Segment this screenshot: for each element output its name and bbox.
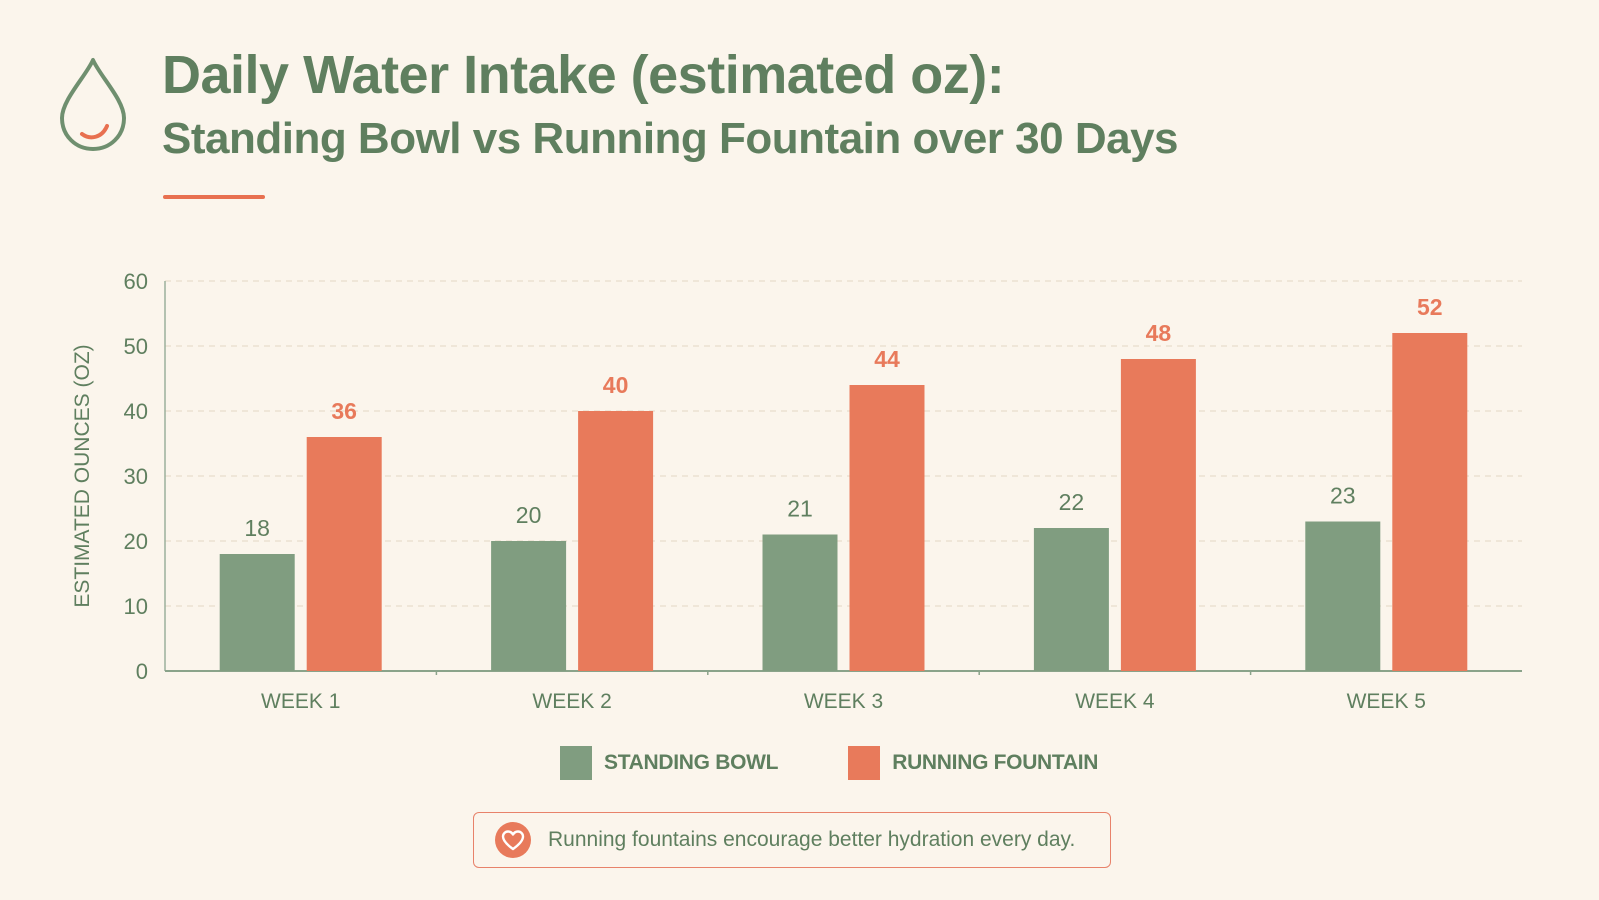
y-tick-label: 20 xyxy=(124,529,148,554)
y-tick-label: 0 xyxy=(136,659,148,684)
bar-standing-bowl xyxy=(1305,521,1381,671)
bar-running-fountain xyxy=(578,411,654,671)
bar-standing-bowl xyxy=(219,554,295,671)
y-tick-label: 10 xyxy=(124,594,148,619)
x-tick-label: WEEK 4 xyxy=(1075,690,1155,713)
legend-item-standing-bowl: STANDING BOWL xyxy=(560,746,779,780)
page-subtitle: Standing Bowl vs Running Fountain over 3… xyxy=(162,114,1179,163)
y-tick-label: 60 xyxy=(124,269,148,294)
bar-running-fountain xyxy=(1120,359,1196,671)
y-tick-label: 50 xyxy=(124,334,148,359)
y-tick-label: 40 xyxy=(124,399,148,424)
data-label: 23 xyxy=(1330,483,1356,509)
x-tick-label: WEEK 3 xyxy=(804,690,883,713)
bar-standing-bowl xyxy=(762,534,838,671)
bar-chart: 0 10 20 30 40 50 60 ESTIMATED OUNCES (OZ) 18 36 WE… xyxy=(71,269,1522,713)
legend-item-running-fountain: RUNNING FOUNTAIN xyxy=(848,746,1098,780)
bar-running-fountain xyxy=(849,385,925,671)
title-underline xyxy=(163,195,265,199)
bar-running-fountain xyxy=(1392,333,1468,671)
bar-standing-bowl xyxy=(491,541,567,671)
data-label: 36 xyxy=(331,398,357,424)
chart-legend: STANDING BOWL RUNNING FOUNTAIN xyxy=(560,746,1168,780)
callout-text: Running fountains encourage better hydra… xyxy=(548,828,1076,851)
y-axis-title: ESTIMATED OUNCES (OZ) xyxy=(71,344,94,607)
legend-label-standing-bowl: STANDING BOWL xyxy=(604,751,779,774)
bar-running-fountain xyxy=(306,437,382,671)
data-label: 21 xyxy=(787,496,813,522)
heart-icon xyxy=(494,821,532,859)
legend-swatch-standing-bowl xyxy=(560,746,592,780)
x-tick-label: WEEK 5 xyxy=(1347,690,1426,713)
y-tick-label: 30 xyxy=(124,464,148,489)
legend-swatch-running-fountain xyxy=(848,746,881,780)
bar-standing-bowl xyxy=(1033,528,1109,671)
data-label: 40 xyxy=(603,372,629,398)
water-drop-icon xyxy=(60,58,126,151)
data-label: 48 xyxy=(1146,320,1172,346)
data-label: 18 xyxy=(244,515,270,541)
page-title: Daily Water Intake (estimated oz): xyxy=(162,45,1005,105)
data-label: 44 xyxy=(874,346,900,372)
data-label: 20 xyxy=(516,502,542,528)
data-label: 22 xyxy=(1059,489,1085,515)
x-tick-label: WEEK 2 xyxy=(532,690,611,713)
x-tick-label: WEEK 1 xyxy=(261,690,340,713)
callout-box: Running fountains encourage better hydra… xyxy=(473,812,1111,868)
legend-label-running-fountain: RUNNING FOUNTAIN xyxy=(892,751,1099,774)
data-label: 52 xyxy=(1417,294,1443,320)
